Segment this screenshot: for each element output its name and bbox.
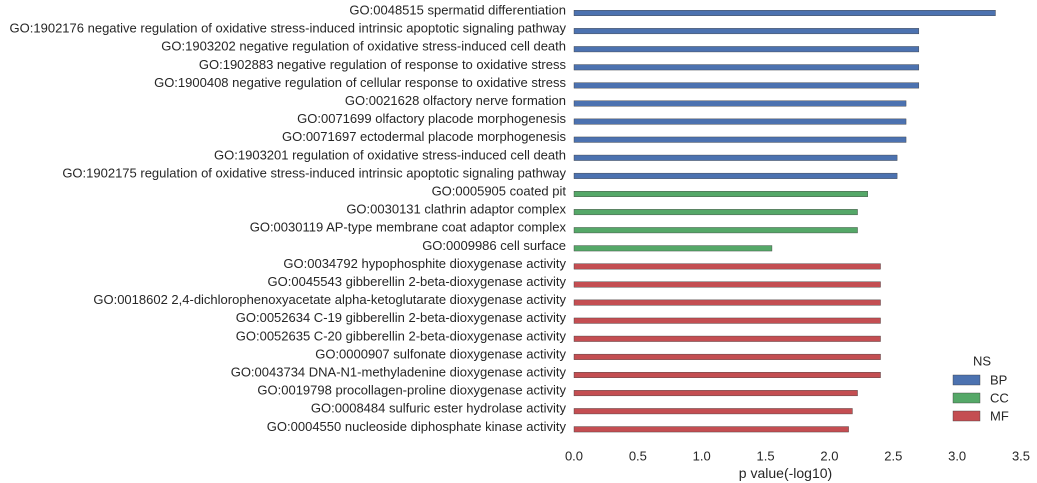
category-label: GO:0071697 ectodermal placode morphogene…	[282, 129, 567, 144]
bar-mf	[573, 390, 858, 397]
category-label: GO:1900408 negative regulation of cellul…	[154, 75, 566, 90]
bar-mf	[573, 426, 849, 433]
category-label: GO:0009986 cell surface	[422, 238, 566, 253]
category-label: GO:0034792 hypophosphite dioxygenase act…	[283, 256, 566, 271]
bar-bp	[573, 10, 996, 16]
category-labels: GO:0048515 spermatid differentiation GO:1…	[10, 3, 567, 434]
category-label: GO:0018602 2,4-dichlorophenoxyacetate al…	[93, 292, 566, 307]
category-label: GO:0071699 olfactory placode morphogenes…	[297, 111, 566, 126]
legend-label-bp: BP	[990, 373, 1007, 388]
bar-bp	[573, 82, 920, 89]
bar-bp	[573, 154, 898, 161]
category-label: GO:0045543 gibberellin 2-beta-dioxygenas…	[268, 274, 567, 289]
x-tick-label: 3.5	[1012, 449, 1030, 464]
legend-swatch-bp	[952, 374, 981, 386]
bar-cc	[573, 209, 858, 216]
bar-mf	[573, 281, 881, 288]
bar-bp	[573, 118, 907, 125]
bar-mf	[573, 335, 881, 342]
bar-cc	[573, 245, 773, 252]
category-label: GO:0021628 olfactory nerve formation	[345, 93, 566, 108]
category-label: GO:1902883 negative regulation of respon…	[199, 57, 567, 72]
bar-cc	[573, 191, 868, 197]
category-label: GO:0000907 sulfonate dioxygenase activit…	[315, 346, 566, 361]
bar-bp	[573, 46, 920, 53]
x-tick-label: 3.0	[948, 449, 966, 464]
x-tick-label: 2.0	[820, 449, 838, 464]
legend-swatch-mf	[952, 410, 981, 422]
x-tick-label: 0.0	[565, 449, 583, 464]
bar-mf	[573, 263, 881, 270]
bars	[573, 10, 996, 433]
bar-mf	[573, 299, 881, 306]
x-tick-label: 2.5	[884, 449, 902, 464]
legend-label-cc: CC	[990, 391, 1009, 406]
bar-bp	[573, 64, 920, 71]
bar-bp	[573, 136, 907, 143]
category-label: GO:0030131 clathrin adaptor complex	[346, 202, 566, 217]
bar-mf	[573, 372, 881, 378]
category-label: GO:1902175 regulation of oxidative stres…	[62, 165, 566, 180]
legend-title: NS	[973, 354, 991, 369]
category-label: GO:0004550 nucleoside diphosphate kinase…	[267, 419, 567, 434]
bar-cc	[573, 227, 858, 234]
category-label: GO:0048515 spermatid differentiation	[349, 3, 566, 18]
x-axis: 0.0 0.5 1.0 1.5 2.0 2.5 3.0 3.5	[565, 449, 1030, 464]
x-tick-label: 1.5	[757, 449, 775, 464]
legend: NS BP CC MF	[952, 354, 1009, 424]
category-label: GO:0030119 AP-type membrane coat adaptor…	[250, 220, 567, 235]
legend-swatch-cc	[952, 392, 981, 404]
bar-bp	[573, 100, 907, 107]
category-label: GO:0043734 DNA-N1-methyladenine dioxygen…	[231, 365, 567, 380]
bar-bp	[573, 28, 920, 35]
bar-mf	[573, 353, 881, 360]
category-label: GO:0019798 procollagen-proline dioxygena…	[257, 383, 566, 398]
category-label: GO:0052634 C-19 gibberellin 2-beta-dioxy…	[236, 310, 567, 325]
x-tick-label: 0.5	[629, 449, 647, 464]
bar-mf	[573, 317, 881, 324]
x-tick-label: 1.0	[693, 449, 711, 464]
bar-mf	[573, 408, 853, 415]
category-label: GO:1902176 negative regulation of oxidat…	[10, 21, 567, 36]
bar-bp	[573, 172, 898, 179]
category-label: GO:0005905 coated pit	[432, 184, 567, 199]
category-label: GO:1903201 regulation of oxidative stres…	[214, 147, 566, 162]
legend-label-mf: MF	[990, 409, 1009, 424]
category-label: GO:0052635 C-20 gibberellin 2-beta-dioxy…	[236, 328, 567, 343]
x-axis-title: p value(-log10)	[739, 465, 832, 481]
category-label: GO:1903202 negative regulation of oxidat…	[161, 39, 566, 54]
category-label: GO:0008484 sulfuric ester hydrolase acti…	[311, 401, 567, 416]
